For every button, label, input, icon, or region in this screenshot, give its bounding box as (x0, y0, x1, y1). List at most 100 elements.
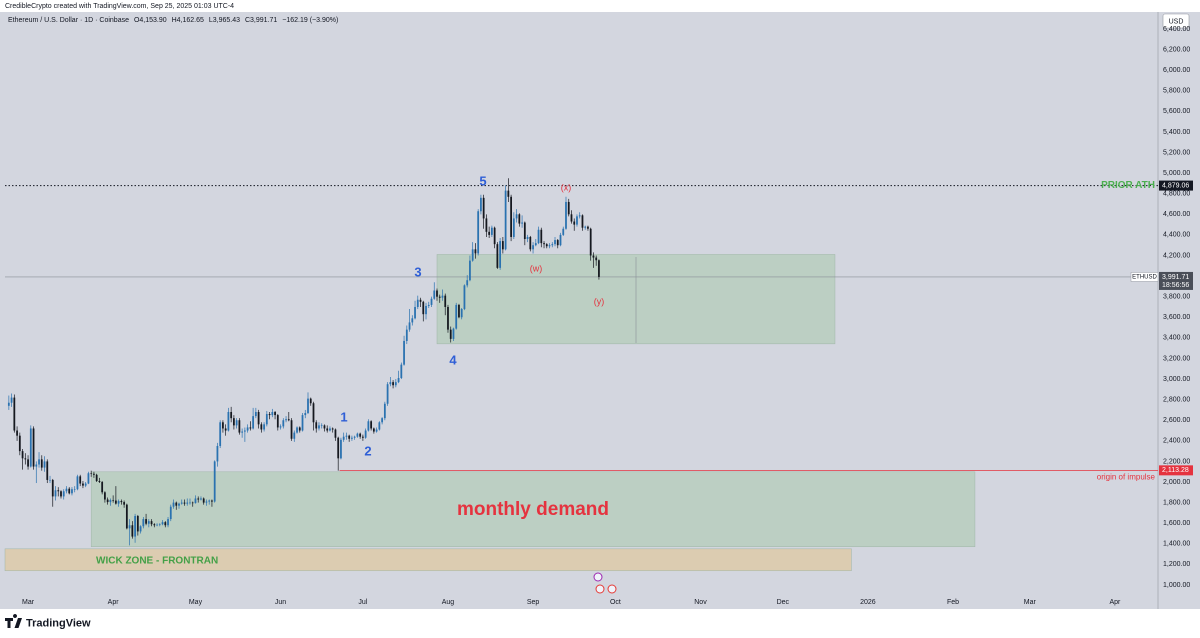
candle-body (570, 214, 573, 222)
y-tick-label: 3,400.00 (1163, 335, 1190, 342)
candle-body (466, 280, 469, 286)
candle-body (362, 436, 364, 438)
candle-body (274, 411, 276, 416)
x-tick-label: Mar (1024, 599, 1037, 606)
candle-body (216, 445, 219, 462)
candle-body (200, 498, 202, 500)
candle-body (167, 519, 169, 526)
candle-body (447, 306, 449, 330)
candle-body (320, 425, 323, 426)
candle-body (323, 425, 326, 429)
candle-body (235, 420, 238, 426)
candle-body (540, 229, 543, 244)
candle-body (120, 501, 123, 503)
origin-label: origin of impulse (1097, 472, 1156, 481)
corrective-label: (y) (594, 296, 605, 306)
candle-body (84, 483, 87, 486)
candle-body (158, 524, 161, 525)
candle-body (139, 526, 142, 532)
legend-symbol: Ethereum / U.S. Dollar · 1D · Coinbase (8, 17, 129, 24)
y-tick-label: 5,600.00 (1163, 108, 1190, 115)
y-tick-label: 3,600.00 (1163, 314, 1190, 321)
candle-body (304, 413, 307, 416)
candle-body (287, 419, 290, 421)
candle-body (340, 439, 342, 459)
x-tick-label: Dec (777, 599, 790, 606)
y-tick-label: 3,000.00 (1163, 376, 1190, 383)
candle-body (183, 502, 186, 504)
candle-body (57, 490, 60, 492)
y-tick-label: 6,400.00 (1163, 26, 1190, 33)
candle-body (205, 501, 208, 503)
candle-body (523, 222, 526, 240)
candle-body (567, 201, 570, 215)
candle-body (10, 397, 13, 403)
candle-body (186, 502, 189, 504)
candle-body (191, 502, 194, 504)
candle-body (125, 504, 128, 529)
y-tick-label: 4,800.00 (1163, 191, 1190, 198)
event-icon[interactable] (593, 572, 603, 582)
candle-body (534, 243, 537, 246)
corrective-label: (x) (561, 182, 572, 192)
candle-body (507, 190, 510, 197)
candle-body (98, 480, 101, 483)
candle-body (38, 459, 40, 465)
y-tick-label: 3,200.00 (1163, 355, 1190, 362)
currency-box[interactable] (1162, 13, 1190, 29)
candle-body (106, 499, 109, 503)
candle-body (436, 290, 438, 297)
candle-body (307, 398, 309, 414)
candle-body (587, 226, 589, 229)
x-tick-label: Oct (610, 599, 621, 606)
candle-body (485, 218, 488, 232)
currency[interactable]: USD (1169, 18, 1184, 25)
event-icon[interactable] (607, 584, 617, 594)
candle-body (353, 436, 356, 438)
candle-body (87, 473, 90, 484)
candle-body (90, 473, 93, 474)
candle-body (416, 299, 419, 307)
candle-body (397, 378, 400, 383)
y-tick-label: 2,800.00 (1163, 396, 1190, 403)
legend-high: H4,162.65 (172, 17, 204, 24)
candle-body (109, 500, 112, 503)
candle-body (101, 482, 104, 493)
candle-body (279, 426, 282, 428)
candle-body (565, 201, 567, 229)
legend-change: −162.19 (−3.90%) (282, 17, 338, 24)
candle-body (62, 491, 65, 497)
candle-body (510, 196, 512, 237)
candle-body (238, 420, 241, 433)
candle-body (414, 306, 416, 319)
candle-body (364, 430, 367, 438)
candle-body (164, 522, 167, 526)
candle-body (584, 226, 587, 228)
event-icon[interactable] (595, 584, 605, 594)
ath-label: PRIOR ATH (1101, 180, 1155, 191)
candle-body (449, 329, 452, 339)
x-tick-label: May (189, 599, 203, 606)
y-tick-label: 1,800.00 (1163, 499, 1190, 506)
candle-body (419, 299, 422, 302)
candle-body (161, 522, 164, 525)
y-tick-label: 2,000.00 (1163, 479, 1190, 486)
candle-body (490, 227, 493, 235)
candle-body (296, 427, 298, 433)
candle-body (114, 500, 117, 504)
y-tick-label: 2,600.00 (1163, 417, 1190, 424)
candle-body (556, 240, 559, 246)
candle-body (496, 244, 499, 268)
candle-body (169, 506, 172, 520)
candle-body (112, 500, 115, 501)
candle-body (249, 427, 252, 429)
x-tick-label: Apr (1109, 599, 1121, 606)
candle-body (463, 285, 466, 310)
candle-body (394, 382, 397, 386)
y-tick-label: 2,400.00 (1163, 438, 1190, 445)
legend: Ethereum / U.S. Dollar · 1D · Coinbase O… (8, 17, 338, 24)
candle-body (551, 244, 554, 246)
candle-body (337, 437, 340, 459)
candle-body (246, 427, 249, 431)
